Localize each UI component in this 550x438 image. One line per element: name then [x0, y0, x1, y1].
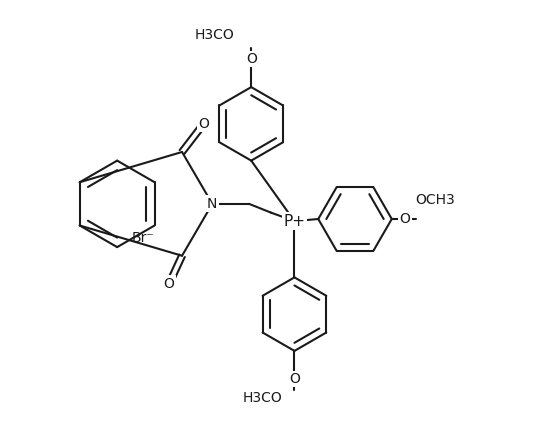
Text: H3CO: H3CO — [195, 28, 234, 42]
Text: O: O — [289, 372, 300, 386]
Text: O: O — [163, 277, 174, 291]
Text: H3CO: H3CO — [242, 392, 282, 406]
Text: O: O — [399, 212, 410, 226]
Text: N: N — [207, 197, 217, 211]
Text: O: O — [246, 52, 257, 66]
Text: OCH3: OCH3 — [415, 193, 455, 207]
Text: P+: P+ — [283, 214, 305, 229]
Text: Br⁻: Br⁻ — [132, 231, 155, 245]
Text: O: O — [198, 117, 209, 131]
